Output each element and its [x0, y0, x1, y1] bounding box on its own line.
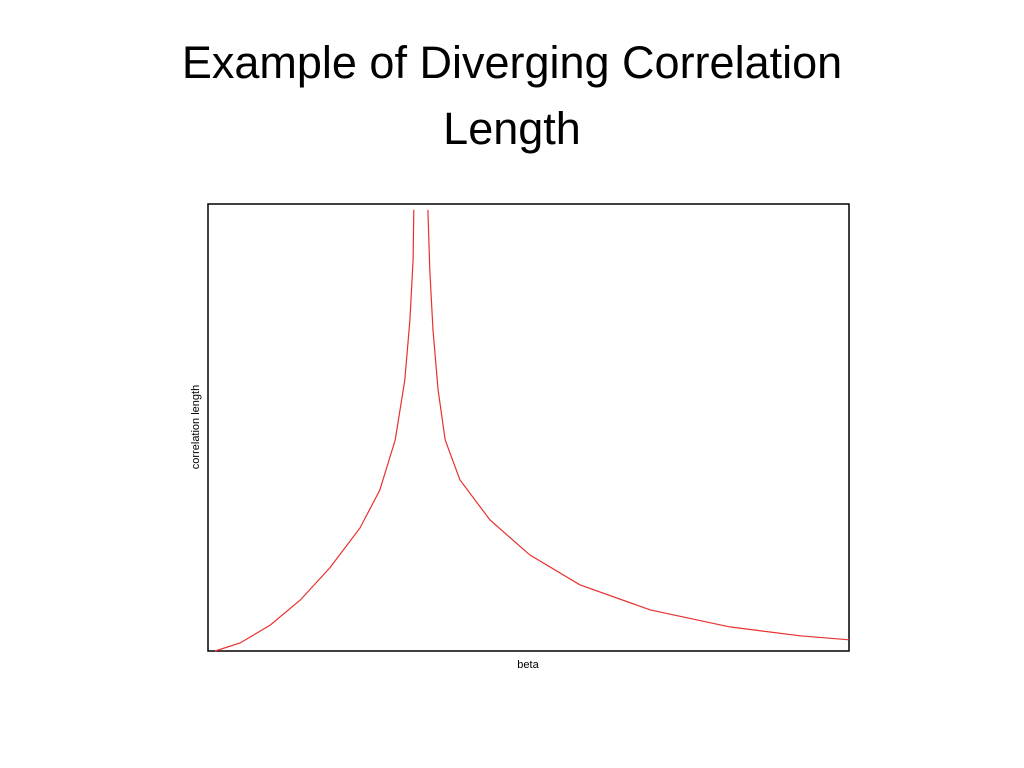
x-axis-label: beta — [517, 659, 539, 671]
slide-title: Example of Diverging Correlation Length — [181, 37, 843, 154]
curve — [214, 209, 850, 652]
plot-frame — [207, 203, 850, 652]
y-axis-label: correlation length — [190, 385, 202, 469]
